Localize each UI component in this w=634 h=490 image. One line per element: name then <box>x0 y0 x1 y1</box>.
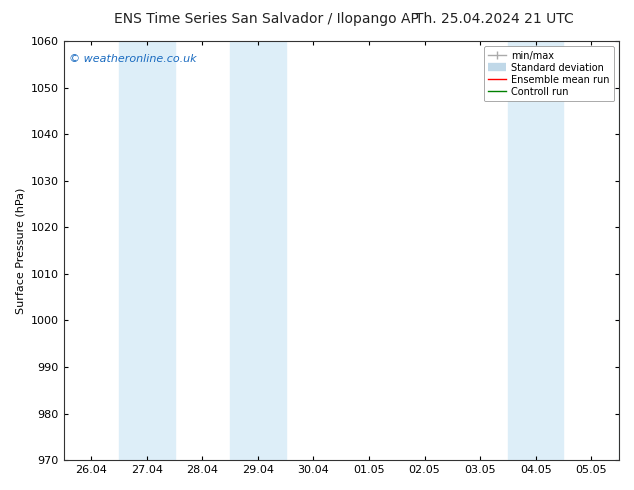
Bar <box>508 41 564 460</box>
Bar <box>119 41 174 460</box>
Legend: min/max, Standard deviation, Ensemble mean run, Controll run: min/max, Standard deviation, Ensemble me… <box>484 46 614 101</box>
Bar <box>619 41 634 460</box>
Bar <box>230 41 286 460</box>
Text: Th. 25.04.2024 21 UTC: Th. 25.04.2024 21 UTC <box>415 12 574 26</box>
Y-axis label: Surface Pressure (hPa): Surface Pressure (hPa) <box>15 187 25 314</box>
Text: © weatheronline.co.uk: © weatheronline.co.uk <box>69 53 197 64</box>
Text: ENS Time Series San Salvador / Ilopango AP: ENS Time Series San Salvador / Ilopango … <box>114 12 418 26</box>
